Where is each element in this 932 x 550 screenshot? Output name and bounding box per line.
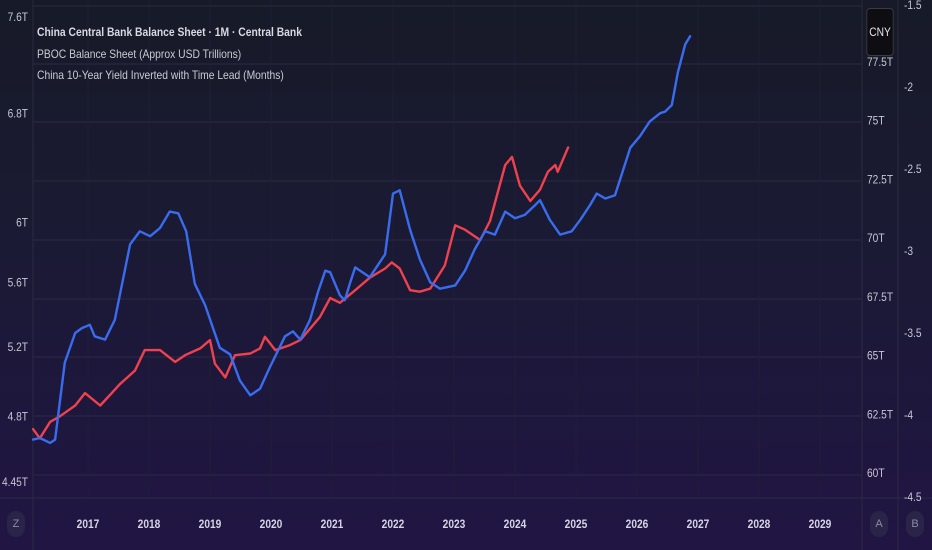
legend-series-1[interactable]: PBOC Balance Sheet (Approx USD Trillions…: [37, 46, 242, 61]
currency-badge[interactable]: CNY: [866, 8, 894, 56]
grid-lines: [33, 0, 862, 498]
time-axis-tick-label: 2027: [687, 518, 710, 531]
pboc-balance-sheet-line: [31, 146, 570, 440]
time-axis-tick-label: 2021: [321, 518, 344, 531]
china-10y-yield-line: [31, 35, 692, 445]
series-group: [31, 35, 692, 445]
time-axis-tick-label: 2026: [626, 518, 649, 531]
chart-title[interactable]: China Central Bank Balance Sheet · 1M · …: [37, 25, 302, 39]
left-axis-tick-label: 5.2T: [8, 341, 29, 354]
chart-legend: China Central Bank Balance Sheet · 1M · …: [37, 22, 302, 87]
right-axis-a-tick-label: 65T: [867, 350, 885, 363]
time-axis-tick-label: 2029: [809, 518, 832, 531]
right-axis-b-tick-label: -2: [904, 81, 913, 94]
right-axis-a-tick-label: 70T: [867, 233, 885, 246]
right-axis-b-tick-label: -3.5: [904, 327, 922, 340]
time-axis-tick-label: 2023: [443, 518, 466, 531]
left-axis[interactable]: 7.6T 6.8T 6T 5.6T 5.2T 4.8T 4.45T: [2, 11, 28, 489]
right-axis-a-tick-label: 75T: [867, 115, 885, 128]
time-axis-tick-label: 2017: [77, 518, 100, 531]
left-axis-tick-label: 4.45T: [2, 476, 28, 489]
time-axis-tick-label: 2028: [748, 518, 771, 531]
time-axis-tick-label: 2025: [565, 518, 588, 531]
legend-series-2[interactable]: China 10-Year Yield Inverted with Time L…: [37, 68, 284, 82]
left-axis-tick-label: 6.8T: [8, 108, 29, 121]
time-axis-tick-label: 2020: [260, 518, 283, 531]
time-axis-tick-label: 2024: [504, 518, 527, 531]
axis-button-b[interactable]: B: [906, 511, 924, 537]
right-axis-a-tick-label: 72.5T: [867, 174, 893, 187]
right-axis-b-tick-label: -4: [904, 409, 913, 422]
time-axis-tick-label: 2018: [138, 518, 161, 531]
right-axis-b[interactable]: -1.5 -2 -2.5 -3 -3.5 -4 -4.5: [904, 0, 922, 504]
time-axis-tick-label: 2022: [382, 518, 405, 531]
time-axis[interactable]: 2017 2018 2019 2020 2021 2022 2023 2024 2025 2026…: [77, 518, 832, 531]
right-axis-a[interactable]: 77.5T 75T 72.5T 70T 67.5T 65T 62.5T 60T: [867, 56, 893, 480]
left-axis-tick-label: 4.8T: [8, 411, 29, 424]
time-axis-tick-label: 2019: [199, 518, 222, 531]
left-axis-tick-label: 5.6T: [8, 277, 29, 290]
right-axis-b-tick-label: -1.5: [904, 0, 922, 12]
right-axis-b-tick-label: -3: [904, 245, 913, 258]
right-axis-a-tick-label: 62.5T: [867, 409, 893, 422]
right-axis-a-tick-label: 67.5T: [867, 291, 893, 304]
axis-button-z[interactable]: Z: [7, 511, 25, 537]
right-axis-a-tick-label: 60T: [867, 468, 885, 481]
left-axis-tick-label: 6T: [16, 217, 28, 230]
right-axis-b-tick-label: -4.5: [904, 491, 922, 504]
axis-button-a[interactable]: A: [870, 511, 888, 537]
right-axis-b-tick-label: -2.5: [904, 163, 922, 176]
right-axis-a-tick-label: 77.5T: [867, 56, 893, 69]
left-axis-tick-label: 7.6T: [8, 11, 29, 24]
